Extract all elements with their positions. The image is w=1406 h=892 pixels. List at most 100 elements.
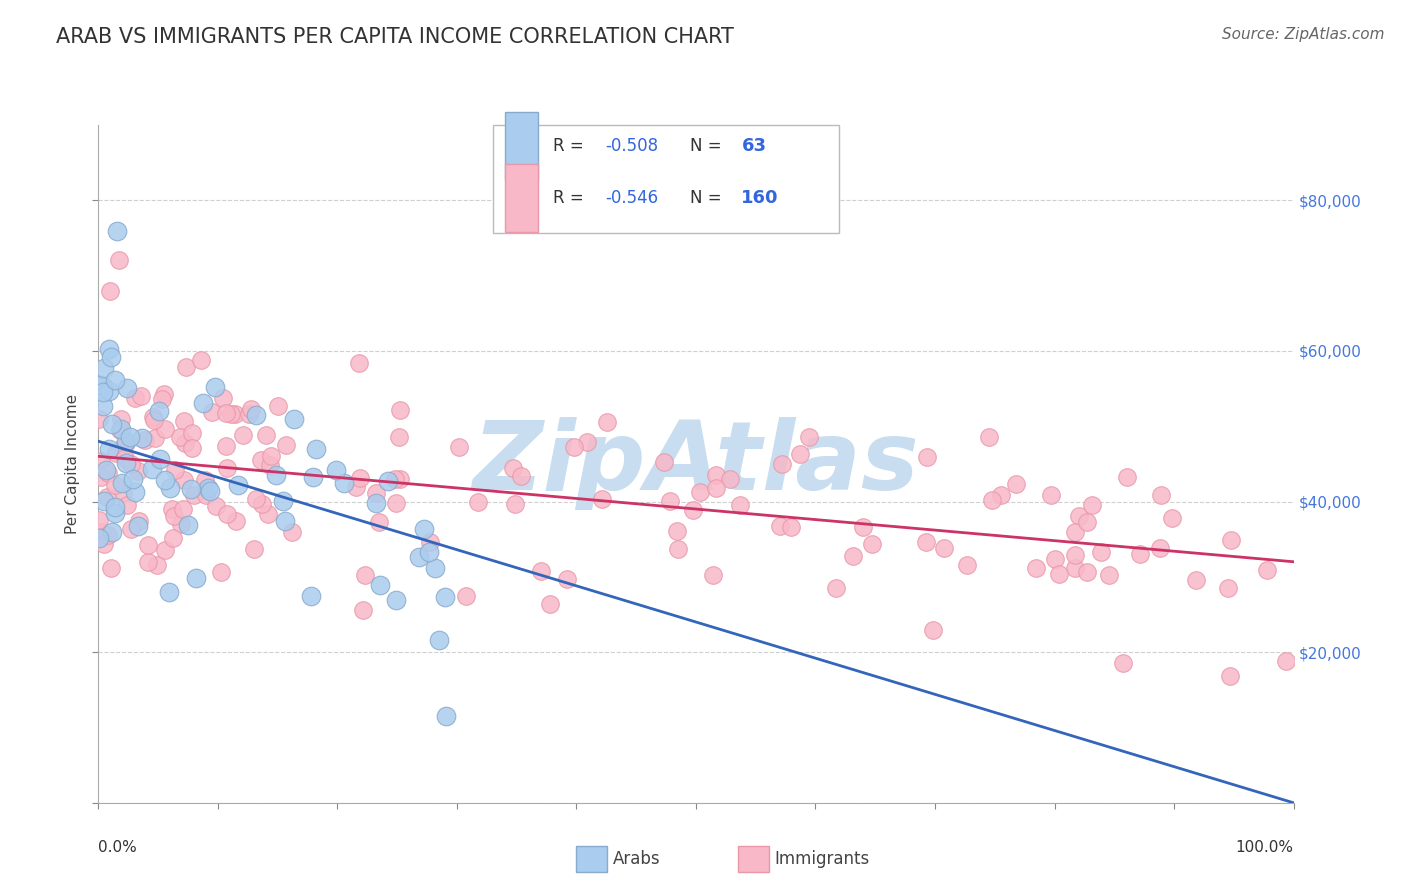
Point: [245, 408, 267, 422]
Point: [447, 440, 470, 454]
Point: [509, 469, 531, 483]
Point: [366, 486, 388, 500]
Point: [177, 517, 200, 532]
Point: [434, 709, 457, 723]
Point: [1064, 549, 1087, 563]
Point: [250, 497, 273, 511]
Point: [283, 412, 305, 426]
Point: [108, 423, 131, 437]
Y-axis label: Per Capita Income: Per Capita Income: [65, 393, 80, 534]
Point: [90, 470, 112, 484]
Point: [89, 513, 111, 527]
Point: [124, 391, 146, 405]
Text: ARAB VS IMMIGRANTS PER CAPITA INCOME CORRELATION CHART: ARAB VS IMMIGRANTS PER CAPITA INCOME COR…: [56, 27, 734, 46]
Point: [956, 558, 979, 573]
Point: [115, 499, 138, 513]
Point: [191, 395, 214, 409]
Point: [105, 224, 128, 238]
Point: [915, 450, 938, 465]
Point: [93, 493, 115, 508]
Point: [93, 399, 115, 413]
Point: [157, 585, 180, 599]
Text: N =: N =: [690, 137, 727, 155]
Point: [418, 545, 440, 559]
Point: [702, 567, 724, 582]
Point: [114, 434, 136, 448]
FancyBboxPatch shape: [494, 125, 839, 234]
Point: [990, 488, 1012, 502]
Point: [1112, 656, 1135, 670]
Point: [245, 492, 267, 507]
Point: [120, 430, 142, 444]
Point: [419, 534, 441, 549]
Point: [97, 466, 120, 480]
Point: [173, 435, 195, 450]
Point: [1185, 573, 1208, 587]
Point: [127, 518, 149, 533]
Point: [163, 509, 186, 524]
Point: [704, 467, 727, 482]
Point: [120, 458, 142, 472]
Point: [1256, 563, 1278, 577]
Point: [127, 464, 149, 478]
Text: N =: N =: [690, 189, 727, 207]
Point: [860, 537, 883, 551]
Point: [769, 519, 792, 533]
Point: [136, 555, 159, 569]
Point: [100, 350, 122, 364]
Point: [596, 416, 619, 430]
Point: [170, 517, 193, 532]
Point: [115, 456, 138, 470]
Point: [1025, 561, 1047, 575]
Point: [194, 473, 217, 487]
Point: [576, 435, 599, 450]
Point: [219, 407, 242, 421]
Point: [530, 564, 553, 578]
Point: [388, 473, 411, 487]
Point: [1161, 510, 1184, 524]
Point: [97, 342, 120, 356]
Point: [112, 440, 135, 454]
Point: [96, 490, 118, 504]
Point: [163, 463, 186, 477]
Point: [354, 568, 377, 582]
Point: [385, 496, 408, 510]
Point: [666, 542, 689, 557]
Point: [1064, 525, 1087, 540]
Point: [214, 439, 236, 453]
Point: [413, 522, 436, 536]
Point: [172, 502, 194, 516]
Text: Immigrants: Immigrants: [775, 850, 870, 868]
Point: [94, 463, 117, 477]
Point: [427, 632, 450, 647]
Point: [159, 482, 181, 496]
Point: [176, 360, 198, 375]
Point: [90, 454, 112, 468]
Text: -0.546: -0.546: [605, 189, 658, 207]
Point: [271, 494, 294, 508]
Point: [214, 406, 236, 420]
Point: [433, 590, 456, 604]
Point: [209, 565, 232, 579]
Point: [100, 560, 122, 574]
Point: [134, 433, 156, 447]
Point: [112, 486, 135, 500]
Point: [1090, 545, 1112, 559]
Point: [254, 428, 277, 442]
Text: R =: R =: [553, 137, 589, 155]
Point: [194, 488, 217, 502]
Point: [142, 409, 165, 424]
Point: [93, 360, 115, 375]
Point: [274, 514, 297, 528]
Point: [389, 403, 412, 417]
Point: [260, 449, 283, 463]
Point: [115, 435, 138, 450]
Point: [344, 479, 367, 493]
Text: 0.0%: 0.0%: [98, 840, 138, 855]
Point: [922, 623, 945, 637]
Text: Source: ZipAtlas.com: Source: ZipAtlas.com: [1222, 27, 1385, 42]
Point: [181, 425, 204, 440]
Point: [101, 524, 124, 539]
Point: [505, 497, 527, 511]
Point: [243, 542, 266, 557]
